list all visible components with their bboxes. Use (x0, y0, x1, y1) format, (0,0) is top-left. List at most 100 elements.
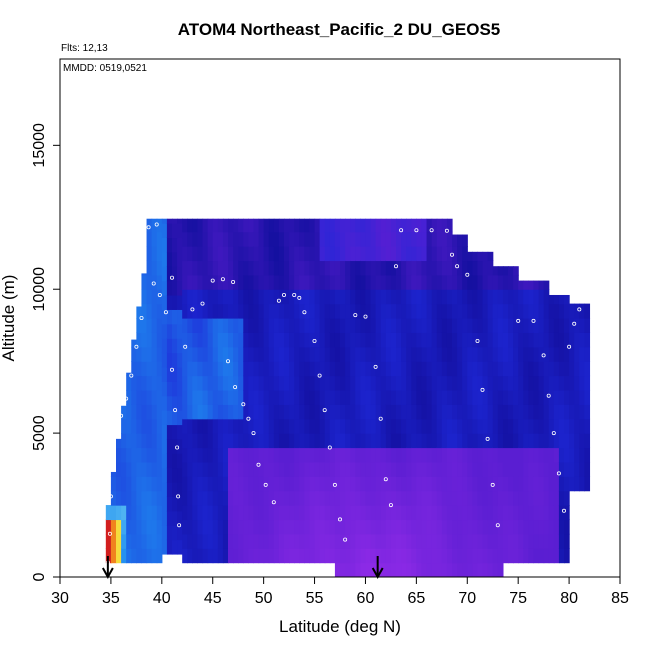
heatmap-cell (309, 289, 316, 305)
heatmap-cell (385, 346, 392, 362)
heatmap-cell (268, 375, 275, 391)
heatmap-cell (385, 303, 392, 319)
heatmap-cell (446, 346, 453, 362)
heatmap-cell (416, 260, 423, 276)
heatmap-cell (238, 231, 244, 247)
heatmap-cell (355, 274, 361, 290)
heatmap-cell (421, 533, 428, 549)
heatmap-cell (294, 346, 300, 362)
heatmap-cell (396, 361, 402, 377)
heatmap-cell (207, 447, 214, 463)
heatmap-cell (472, 361, 479, 377)
heatmap-cell (131, 404, 137, 420)
heatmap-cell (574, 404, 580, 420)
heatmap-cell (360, 375, 367, 391)
heatmap-cell (177, 510, 183, 526)
heatmap-cell (289, 418, 295, 434)
heatmap-cell (314, 332, 321, 348)
heatmap-cell (355, 332, 361, 348)
heatmap-cell (508, 418, 514, 434)
heatmap-cell (355, 418, 361, 434)
heatmap-cell (350, 218, 356, 233)
heatmap-cell (441, 476, 448, 492)
heatmap-cell (350, 231, 356, 247)
heatmap-cell (319, 231, 326, 247)
heatmap-cell (243, 231, 249, 247)
heatmap-cell (396, 289, 402, 305)
heatmap-cell (574, 303, 580, 319)
heatmap-cell (110, 519, 117, 535)
heatmap-cell (202, 505, 209, 521)
heatmap-cell (304, 246, 311, 262)
heatmap-cell (385, 246, 392, 262)
heatmap-cell (457, 461, 463, 477)
heatmap-cell (380, 389, 387, 405)
heatmap-cell (523, 447, 529, 463)
heatmap-cell (197, 519, 204, 535)
heatmap-cell (558, 548, 565, 564)
heatmap-cell (482, 332, 489, 348)
heatmap-cell (462, 562, 468, 577)
heatmap-cell (401, 318, 407, 333)
heatmap-cell (284, 404, 290, 420)
heatmap-cell (482, 303, 489, 319)
heatmap-cell (487, 418, 494, 434)
heatmap-cell (421, 246, 428, 262)
heatmap-cell (273, 389, 280, 405)
heatmap-cell (243, 332, 249, 348)
heatmap-cell (508, 476, 514, 492)
heatmap-cell (121, 505, 127, 521)
heatmap-cell (110, 471, 117, 477)
heatmap-cell (192, 519, 199, 535)
heatmap-cell (513, 274, 519, 290)
heatmap-cell (497, 476, 504, 492)
heatmap-cell (126, 548, 132, 564)
heatmap-cell (492, 490, 499, 506)
heatmap-cell (212, 375, 219, 391)
heatmap-cell (365, 303, 372, 319)
heatmap-cell (207, 389, 214, 405)
heatmap-cell (166, 496, 173, 512)
heatmap-cell (411, 289, 417, 305)
heatmap-cell (436, 519, 443, 535)
heatmap-cell (197, 346, 204, 362)
heatmap-cell (528, 505, 535, 521)
heatmap-cell (248, 519, 255, 535)
heatmap-cell (207, 361, 214, 377)
heatmap-cell (492, 389, 499, 405)
heatmap-cell (345, 375, 351, 391)
heatmap-cell (156, 404, 163, 420)
heatmap-cell (350, 476, 356, 492)
heatmap-cell (319, 361, 326, 377)
heatmap-cell (161, 223, 168, 239)
x-axis-label: Latitude (deg N) (279, 617, 401, 636)
heatmap-cell (482, 461, 489, 477)
heatmap-cell (289, 505, 295, 521)
heatmap-cell (457, 562, 463, 577)
heatmap-cell (314, 389, 321, 405)
heatmap-cell (263, 231, 270, 247)
heatmap-cell (182, 519, 188, 535)
heatmap-cell (319, 289, 326, 305)
heatmap-cell (263, 548, 270, 564)
heatmap-cell (558, 303, 565, 319)
heatmap-cell (222, 461, 229, 477)
heatmap-cell (182, 231, 188, 247)
x-tick-label: 65 (407, 590, 425, 607)
heatmap-cell (289, 476, 295, 492)
heatmap-cell (472, 389, 479, 405)
heatmap-cell (309, 505, 316, 521)
heatmap-cell (380, 490, 387, 506)
heatmap-cell (380, 548, 387, 564)
heatmap-cell (233, 418, 239, 434)
heatmap-cell (126, 490, 132, 506)
track-point (429, 228, 434, 233)
heatmap-cell (304, 346, 311, 362)
heatmap-cell (166, 438, 173, 454)
heatmap-cell (533, 447, 540, 463)
heatmap-cell (345, 533, 351, 549)
heatmap-cell (182, 318, 188, 333)
heatmap-cell (375, 505, 382, 521)
heatmap-cell (462, 260, 468, 276)
heatmap-cell (207, 418, 214, 434)
